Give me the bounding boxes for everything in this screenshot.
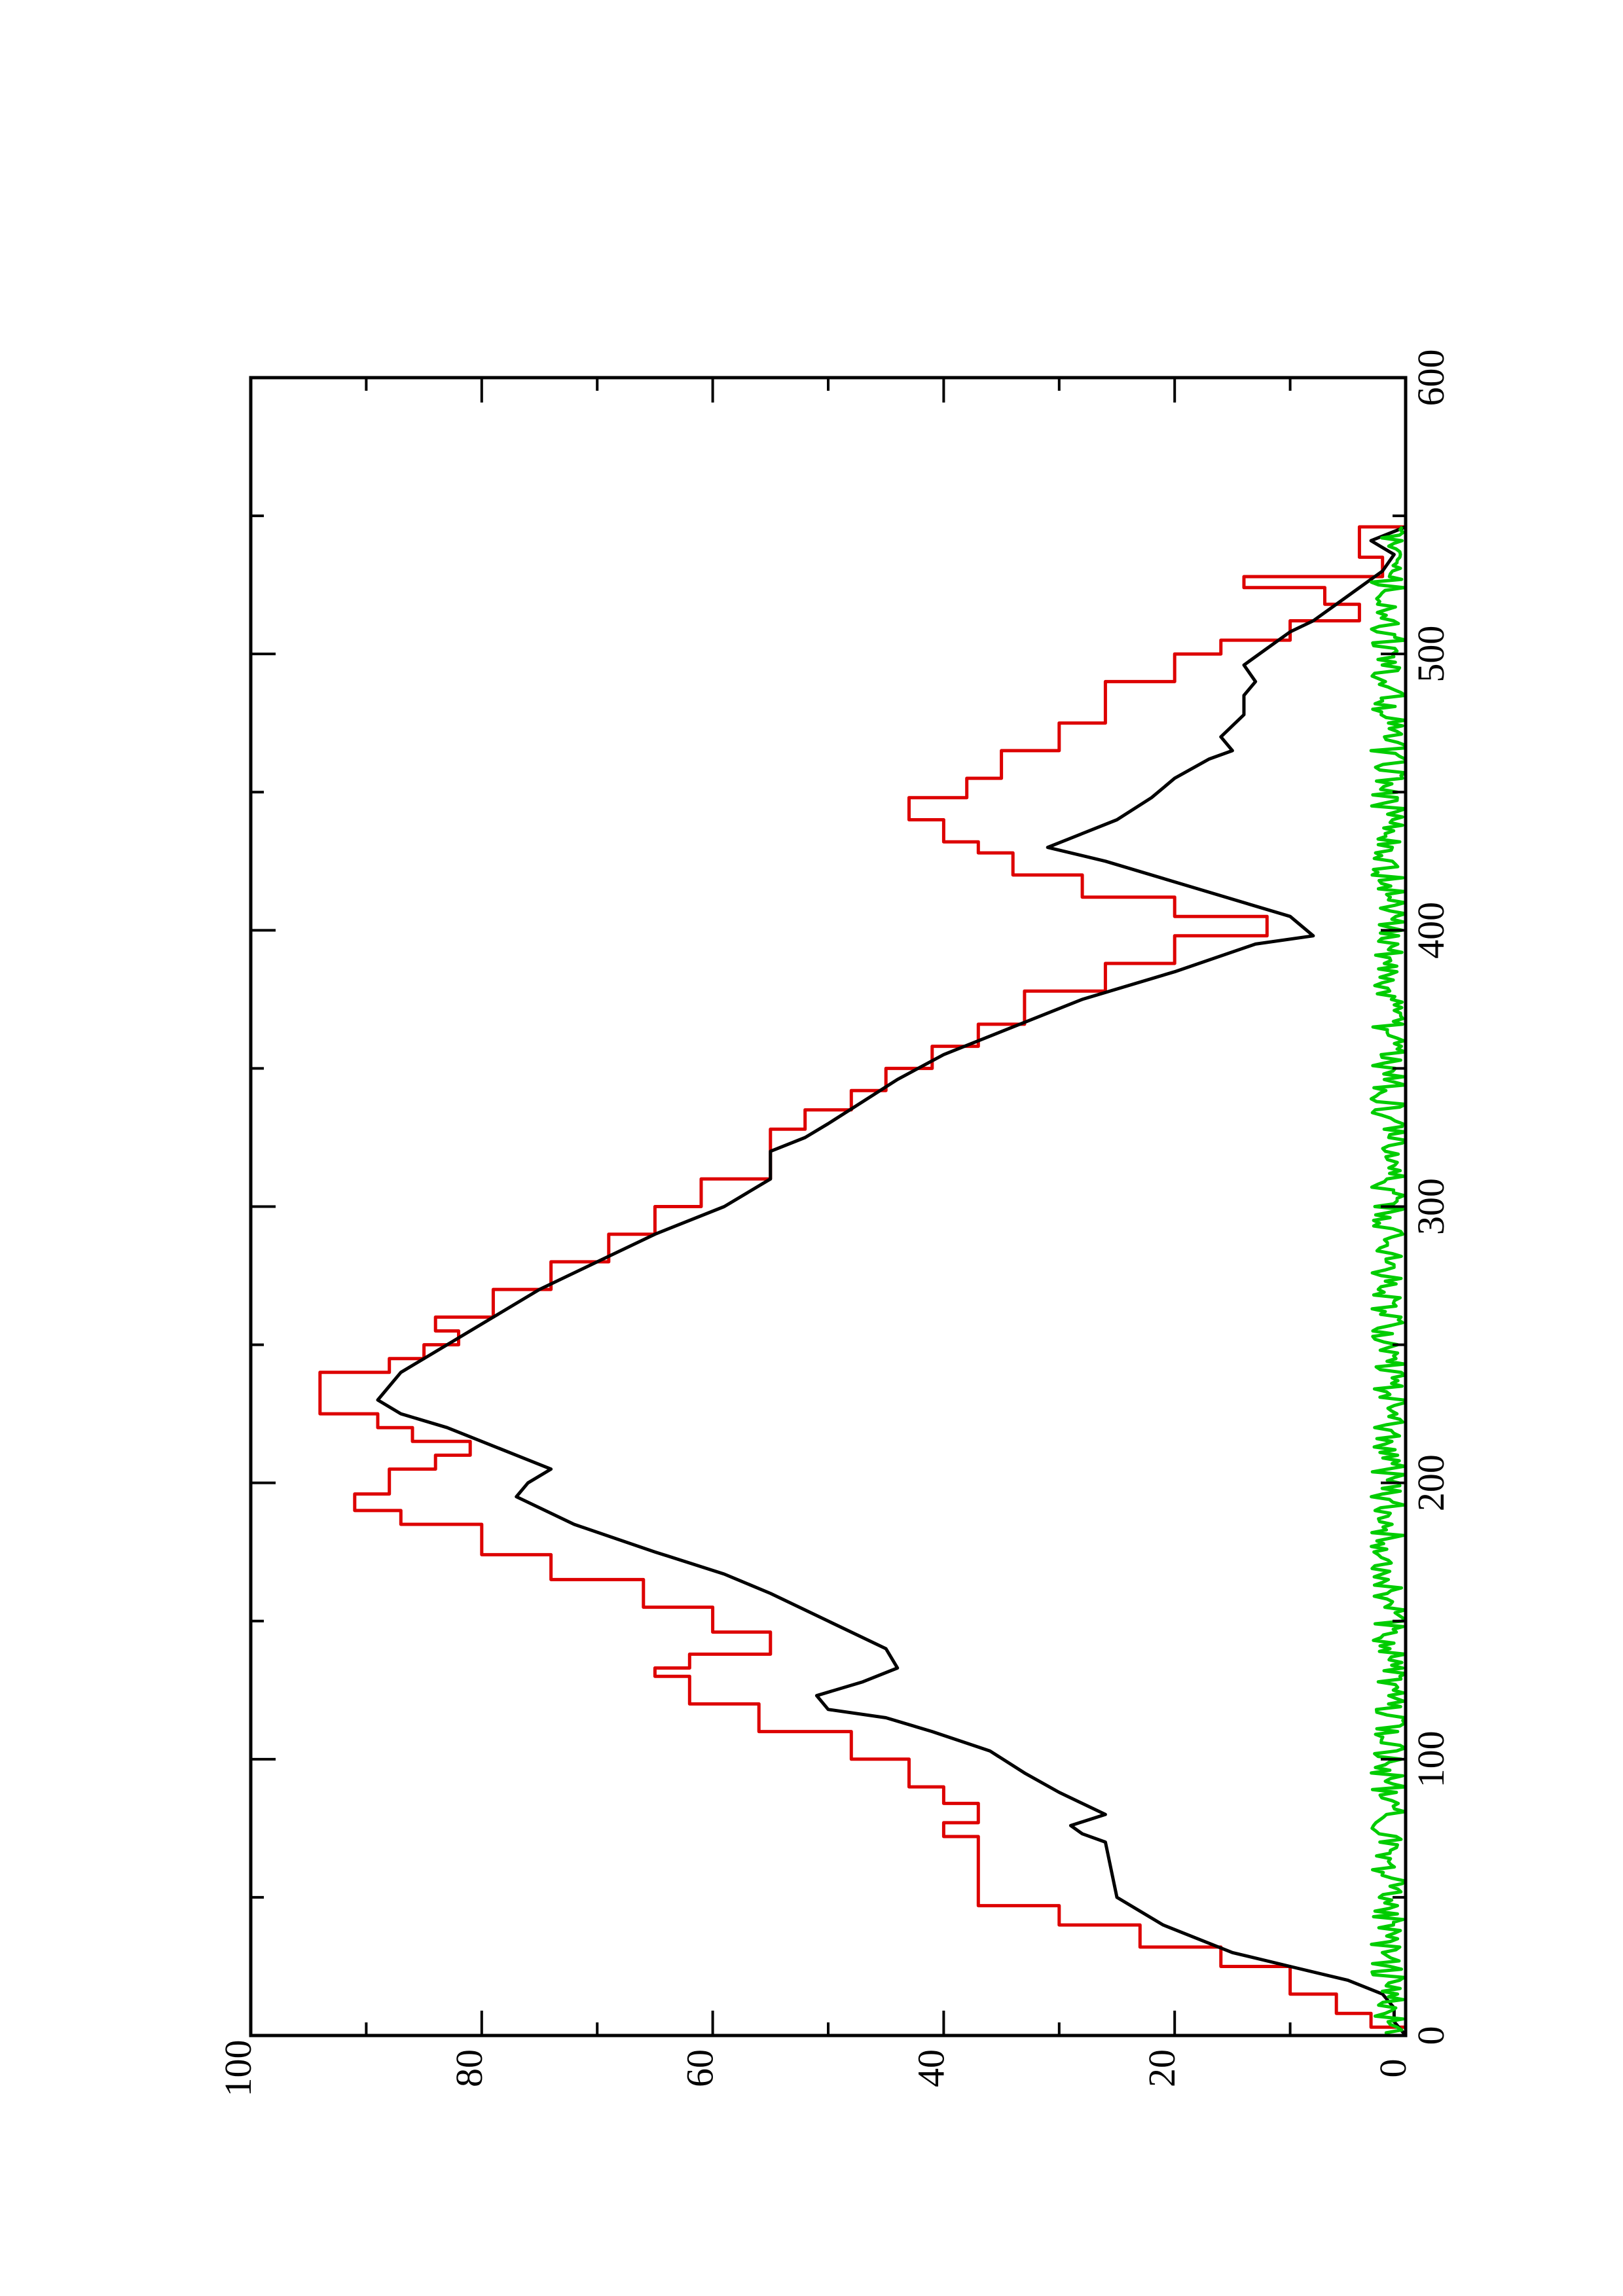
x-tick-label: 300 — [1410, 1178, 1452, 1235]
x-tick-label: 200 — [1410, 1454, 1452, 1511]
y-tick-label: 20 — [1140, 2049, 1183, 2087]
x-tick-label: 600 — [1410, 350, 1452, 406]
y-tick-label: 60 — [679, 2049, 721, 2087]
plot-area — [318, 525, 1408, 2037]
y-tick-label: 0 — [1372, 2059, 1414, 2078]
x-tick-label: 0 — [1410, 2026, 1452, 2045]
tick-labels: 0 100 200 300 400 500 600 0 20 40 60 80 100 — [217, 350, 1452, 2097]
series-line-2 — [376, 525, 1407, 2037]
y-tick-label: 40 — [909, 2049, 952, 2087]
x-tick-label: 100 — [1410, 1731, 1452, 1787]
axis-ticks — [249, 376, 1407, 2037]
series-line-1 — [318, 525, 1408, 2036]
series-line-3 — [1369, 526, 1408, 2037]
x-tick-label: 400 — [1410, 902, 1452, 959]
y-tick-label: 80 — [448, 2049, 490, 2087]
x-tick-label: 500 — [1410, 626, 1452, 683]
y-tick-label: 100 — [217, 2040, 259, 2097]
